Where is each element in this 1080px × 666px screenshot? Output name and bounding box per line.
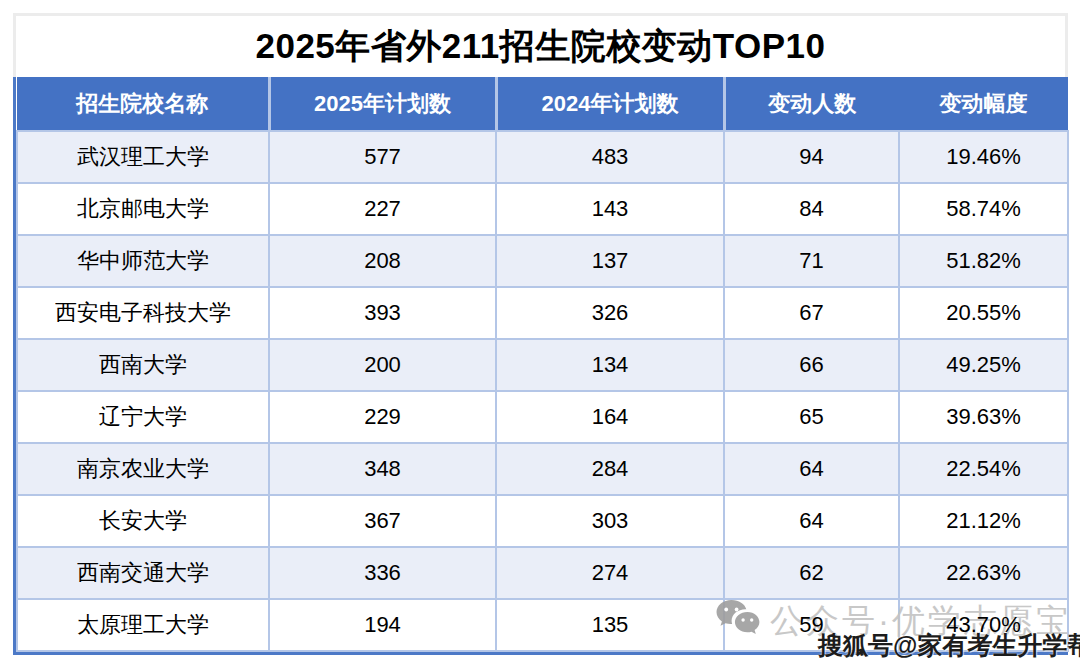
cell-school: 太原理工大学: [17, 599, 269, 651]
cell-change-rate: 58.74%: [899, 183, 1068, 235]
cell-plan-2025: 348: [269, 443, 496, 495]
page-title: 2025年省外211招生院校变动TOP10: [255, 23, 825, 70]
cell-change-rate: 19.46%: [899, 131, 1068, 183]
cell-plan-2024: 135: [496, 599, 724, 651]
cell-plan-2024: 143: [496, 183, 724, 235]
cell-plan-2025: 367: [269, 495, 496, 547]
cell-school: 辽宁大学: [17, 391, 269, 443]
cell-school: 西南大学: [17, 339, 269, 391]
col-header-change-count: 变动人数: [724, 77, 899, 131]
cell-plan-2024: 134: [496, 339, 724, 391]
cell-plan-2024: 274: [496, 547, 724, 599]
cell-change-count: 94: [724, 131, 899, 183]
cell-plan-2025: 208: [269, 235, 496, 287]
infographic-canvas: 2025年省外211招生院校变动TOP10 招生院校名称 2025年计划数 20…: [0, 0, 1080, 666]
cell-school: 西安电子科技大学: [17, 287, 269, 339]
cell-plan-2024: 137: [496, 235, 724, 287]
wechat-icon: [714, 598, 762, 644]
cell-change-rate: 20.55%: [899, 287, 1068, 339]
cell-change-count: 66: [724, 339, 899, 391]
cell-change-rate: 22.54%: [899, 443, 1068, 495]
col-header-plan-2025: 2025年计划数: [269, 77, 496, 131]
cell-school: 西南交通大学: [17, 547, 269, 599]
cell-plan-2024: 303: [496, 495, 724, 547]
cell-plan-2024: 483: [496, 131, 724, 183]
cell-plan-2025: 229: [269, 391, 496, 443]
cell-school: 南京农业大学: [17, 443, 269, 495]
cell-change-count: 84: [724, 183, 899, 235]
table-row: 武汉理工大学 577 483 94 19.46%: [17, 131, 1068, 183]
cell-plan-2025: 336: [269, 547, 496, 599]
cell-plan-2024: 164: [496, 391, 724, 443]
cell-school: 华中师范大学: [17, 235, 269, 287]
cell-plan-2025: 577: [269, 131, 496, 183]
cell-change-rate: 39.63%: [899, 391, 1068, 443]
cell-change-rate: 22.63%: [899, 547, 1068, 599]
cell-plan-2024: 326: [496, 287, 724, 339]
cell-plan-2025: 393: [269, 287, 496, 339]
cell-change-count: 64: [724, 495, 899, 547]
cell-plan-2025: 227: [269, 183, 496, 235]
table-row: 长安大学 367 303 64 21.12%: [17, 495, 1068, 547]
admissions-change-table: 招生院校名称 2025年计划数 2024年计划数 变动人数 变动幅度 武汉理工大…: [16, 77, 1069, 652]
cell-change-rate: 51.82%: [899, 235, 1068, 287]
table-row: 西南交通大学 336 274 62 22.63%: [17, 547, 1068, 599]
table-row: 华中师范大学 208 137 71 51.82%: [17, 235, 1068, 287]
table-card: 2025年省外211招生院校变动TOP10 招生院校名称 2025年计划数 20…: [13, 13, 1068, 655]
cell-plan-2025: 200: [269, 339, 496, 391]
table-row: 南京农业大学 348 284 64 22.54%: [17, 443, 1068, 495]
table-row: 辽宁大学 229 164 65 39.63%: [17, 391, 1068, 443]
cell-change-count: 71: [724, 235, 899, 287]
table-row: 西安电子科技大学 393 326 67 20.55%: [17, 287, 1068, 339]
header-row: 招生院校名称 2025年计划数 2024年计划数 变动人数 变动幅度: [17, 77, 1068, 131]
cell-change-rate: 49.25%: [899, 339, 1068, 391]
cell-change-rate: 21.12%: [899, 495, 1068, 547]
cell-change-count: 62: [724, 547, 899, 599]
cell-school: 武汉理工大学: [17, 131, 269, 183]
cell-change-count: 64: [724, 443, 899, 495]
cell-plan-2025: 194: [269, 599, 496, 651]
col-header-change-rate: 变动幅度: [899, 77, 1068, 131]
cell-school: 长安大学: [17, 495, 269, 547]
cell-plan-2024: 284: [496, 443, 724, 495]
cell-change-count: 67: [724, 287, 899, 339]
col-header-plan-2024: 2024年计划数: [496, 77, 724, 131]
col-header-school: 招生院校名称: [17, 77, 269, 131]
cell-school: 北京邮电大学: [17, 183, 269, 235]
table-wrapper: 招生院校名称 2025年计划数 2024年计划数 变动人数 变动幅度 武汉理工大…: [13, 77, 1068, 655]
cell-change-count: 65: [724, 391, 899, 443]
title-block: 2025年省外211招生院校变动TOP10: [13, 13, 1068, 77]
sohu-watermark: 搜狐号@家有考生升学帮: [818, 629, 1080, 662]
table-row: 北京邮电大学 227 143 84 58.74%: [17, 183, 1068, 235]
table-row: 西南大学 200 134 66 49.25%: [17, 339, 1068, 391]
